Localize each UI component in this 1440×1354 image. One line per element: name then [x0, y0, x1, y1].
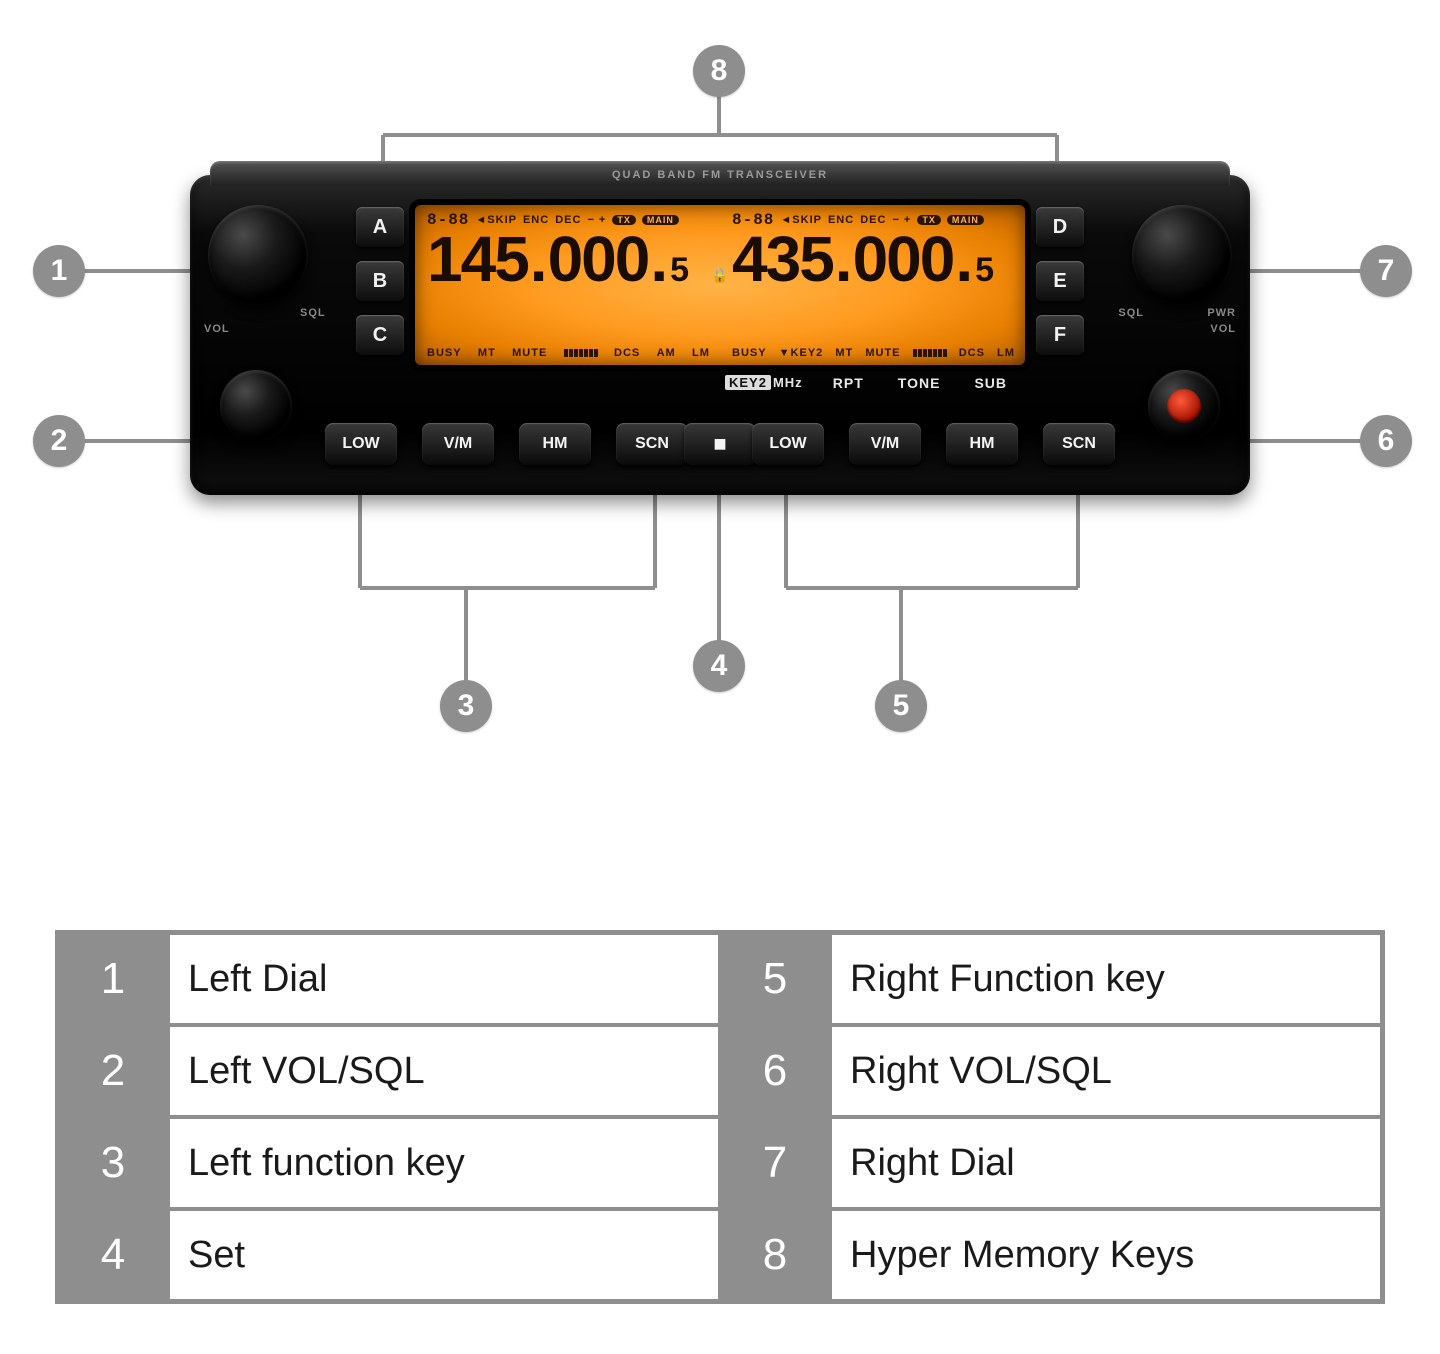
col-button-a[interactable]: A — [356, 207, 404, 247]
under-lcd-item: SUB — [974, 375, 1007, 391]
left-knob-label-sql: SQL — [300, 307, 326, 319]
col-button-f[interactable]: F — [1036, 315, 1084, 355]
col-button-label: C — [373, 324, 387, 347]
lcd-right-bottom: BUSY ▼KEY2 MT MUTE DCS LM — [732, 347, 1015, 359]
legend-num: 7 — [720, 1117, 830, 1209]
legend-text: Left VOL/SQL — [168, 1025, 720, 1117]
right-vol-sql-knob[interactable] — [1148, 370, 1220, 442]
row-button-hm-r[interactable]: HM — [946, 423, 1018, 465]
right-dial[interactable] — [1132, 205, 1232, 305]
col-button-label: F — [1054, 324, 1066, 347]
legend-text: Hyper Memory Keys — [830, 1209, 1382, 1301]
row-button-label: HM — [543, 435, 568, 453]
legend-text: Left Dial — [168, 933, 720, 1025]
lcd-right: 8-88 ◄SKIP ENC DEC − + TX MAIN 435.000.5… — [720, 205, 1025, 365]
row-button-set[interactable]: ■ — [684, 423, 756, 465]
row-button-label: SCN — [1062, 435, 1096, 453]
row-button-label: V/M — [444, 435, 472, 453]
left-knob-label-vol: VOL — [204, 323, 230, 335]
row-button-label: SCN — [635, 435, 669, 453]
brand-text: QUAD BAND FM TRANSCEIVER — [190, 169, 1250, 181]
callout-4: 4 — [693, 640, 745, 692]
row-button-label: HM — [970, 435, 995, 453]
row-button-low-l[interactable]: LOW — [325, 423, 397, 465]
under-lcd-row: KEY2MHz RPT TONE SUB — [415, 375, 1025, 391]
col-button-label: B — [373, 270, 387, 293]
legend-num: 1 — [58, 933, 168, 1025]
col-button-e[interactable]: E — [1036, 261, 1084, 301]
lcd-display: 8-88 ◄SKIP ENC DEC − + TX MAIN 145.000.5… — [415, 205, 1025, 365]
right-knob-label-sql: SQL — [1118, 307, 1144, 319]
key2-label: KEY2MHz — [725, 375, 803, 390]
left-vol-sql-knob[interactable] — [220, 370, 292, 442]
callout-1: 1 — [33, 245, 85, 297]
col-button-d[interactable]: D — [1036, 207, 1084, 247]
legend-table: 1Left Dial5Right Function key 2Left VOL/S… — [55, 930, 1385, 1304]
row-button-hm-l[interactable]: HM — [519, 423, 591, 465]
callout-7: 7 — [1360, 245, 1412, 297]
row-button-vm-r[interactable]: V/M — [849, 423, 921, 465]
under-lcd-item: TONE — [898, 375, 941, 391]
legend-text: Right Dial — [830, 1117, 1382, 1209]
legend-num: 3 — [58, 1117, 168, 1209]
diagram-stage: QUAD BAND FM TRANSCEIVER SQL VOL SQL PWR… — [0, 0, 1440, 900]
legend-num: 2 — [58, 1025, 168, 1117]
col-button-b[interactable]: B — [356, 261, 404, 301]
callout-3: 3 — [440, 680, 492, 732]
row-button-vm-l[interactable]: V/M — [422, 423, 494, 465]
left-dial[interactable] — [208, 205, 308, 305]
row-button-label: LOW — [342, 435, 379, 453]
col-button-label: D — [1053, 216, 1067, 239]
row-button-scn-l[interactable]: SCN — [616, 423, 688, 465]
lcd-left-bottom: BUSY MT MUTE DCS AM LM — [427, 347, 710, 359]
legend-num: 5 — [720, 933, 830, 1025]
lcd-right-frequency: 435.000.5 — [732, 227, 1015, 291]
lcd-center-icon: 🔒 — [711, 267, 728, 284]
legend-text: Set — [168, 1209, 720, 1301]
lcd-left: 8-88 ◄SKIP ENC DEC − + TX MAIN 145.000.5… — [415, 205, 720, 365]
right-knob-label-pwr: PWR — [1207, 307, 1236, 319]
right-knob-label-vol: VOL — [1210, 323, 1236, 335]
callout-6: 6 — [1360, 415, 1412, 467]
callout-5: 5 — [875, 680, 927, 732]
radio-body: QUAD BAND FM TRANSCEIVER SQL VOL SQL PWR… — [190, 175, 1250, 495]
col-button-label: E — [1053, 270, 1066, 293]
row-button-label: LOW — [769, 435, 806, 453]
row-button-label: ■ — [713, 431, 726, 457]
row-button-low-r[interactable]: LOW — [752, 423, 824, 465]
col-button-label: A — [373, 216, 387, 239]
legend-text: Right VOL/SQL — [830, 1025, 1382, 1117]
legend-num: 6 — [720, 1025, 830, 1117]
legend-text: Right Function key — [830, 933, 1382, 1025]
row-button-label: V/M — [871, 435, 899, 453]
col-button-c[interactable]: C — [356, 315, 404, 355]
under-lcd-item: RPT — [833, 375, 864, 391]
lcd-left-frequency: 145.000.5 — [427, 227, 710, 291]
legend-text: Left function key — [168, 1117, 720, 1209]
callout-2: 2 — [33, 415, 85, 467]
callout-8: 8 — [693, 45, 745, 97]
legend-num: 8 — [720, 1209, 830, 1301]
row-button-scn-r[interactable]: SCN — [1043, 423, 1115, 465]
legend-num: 4 — [58, 1209, 168, 1301]
